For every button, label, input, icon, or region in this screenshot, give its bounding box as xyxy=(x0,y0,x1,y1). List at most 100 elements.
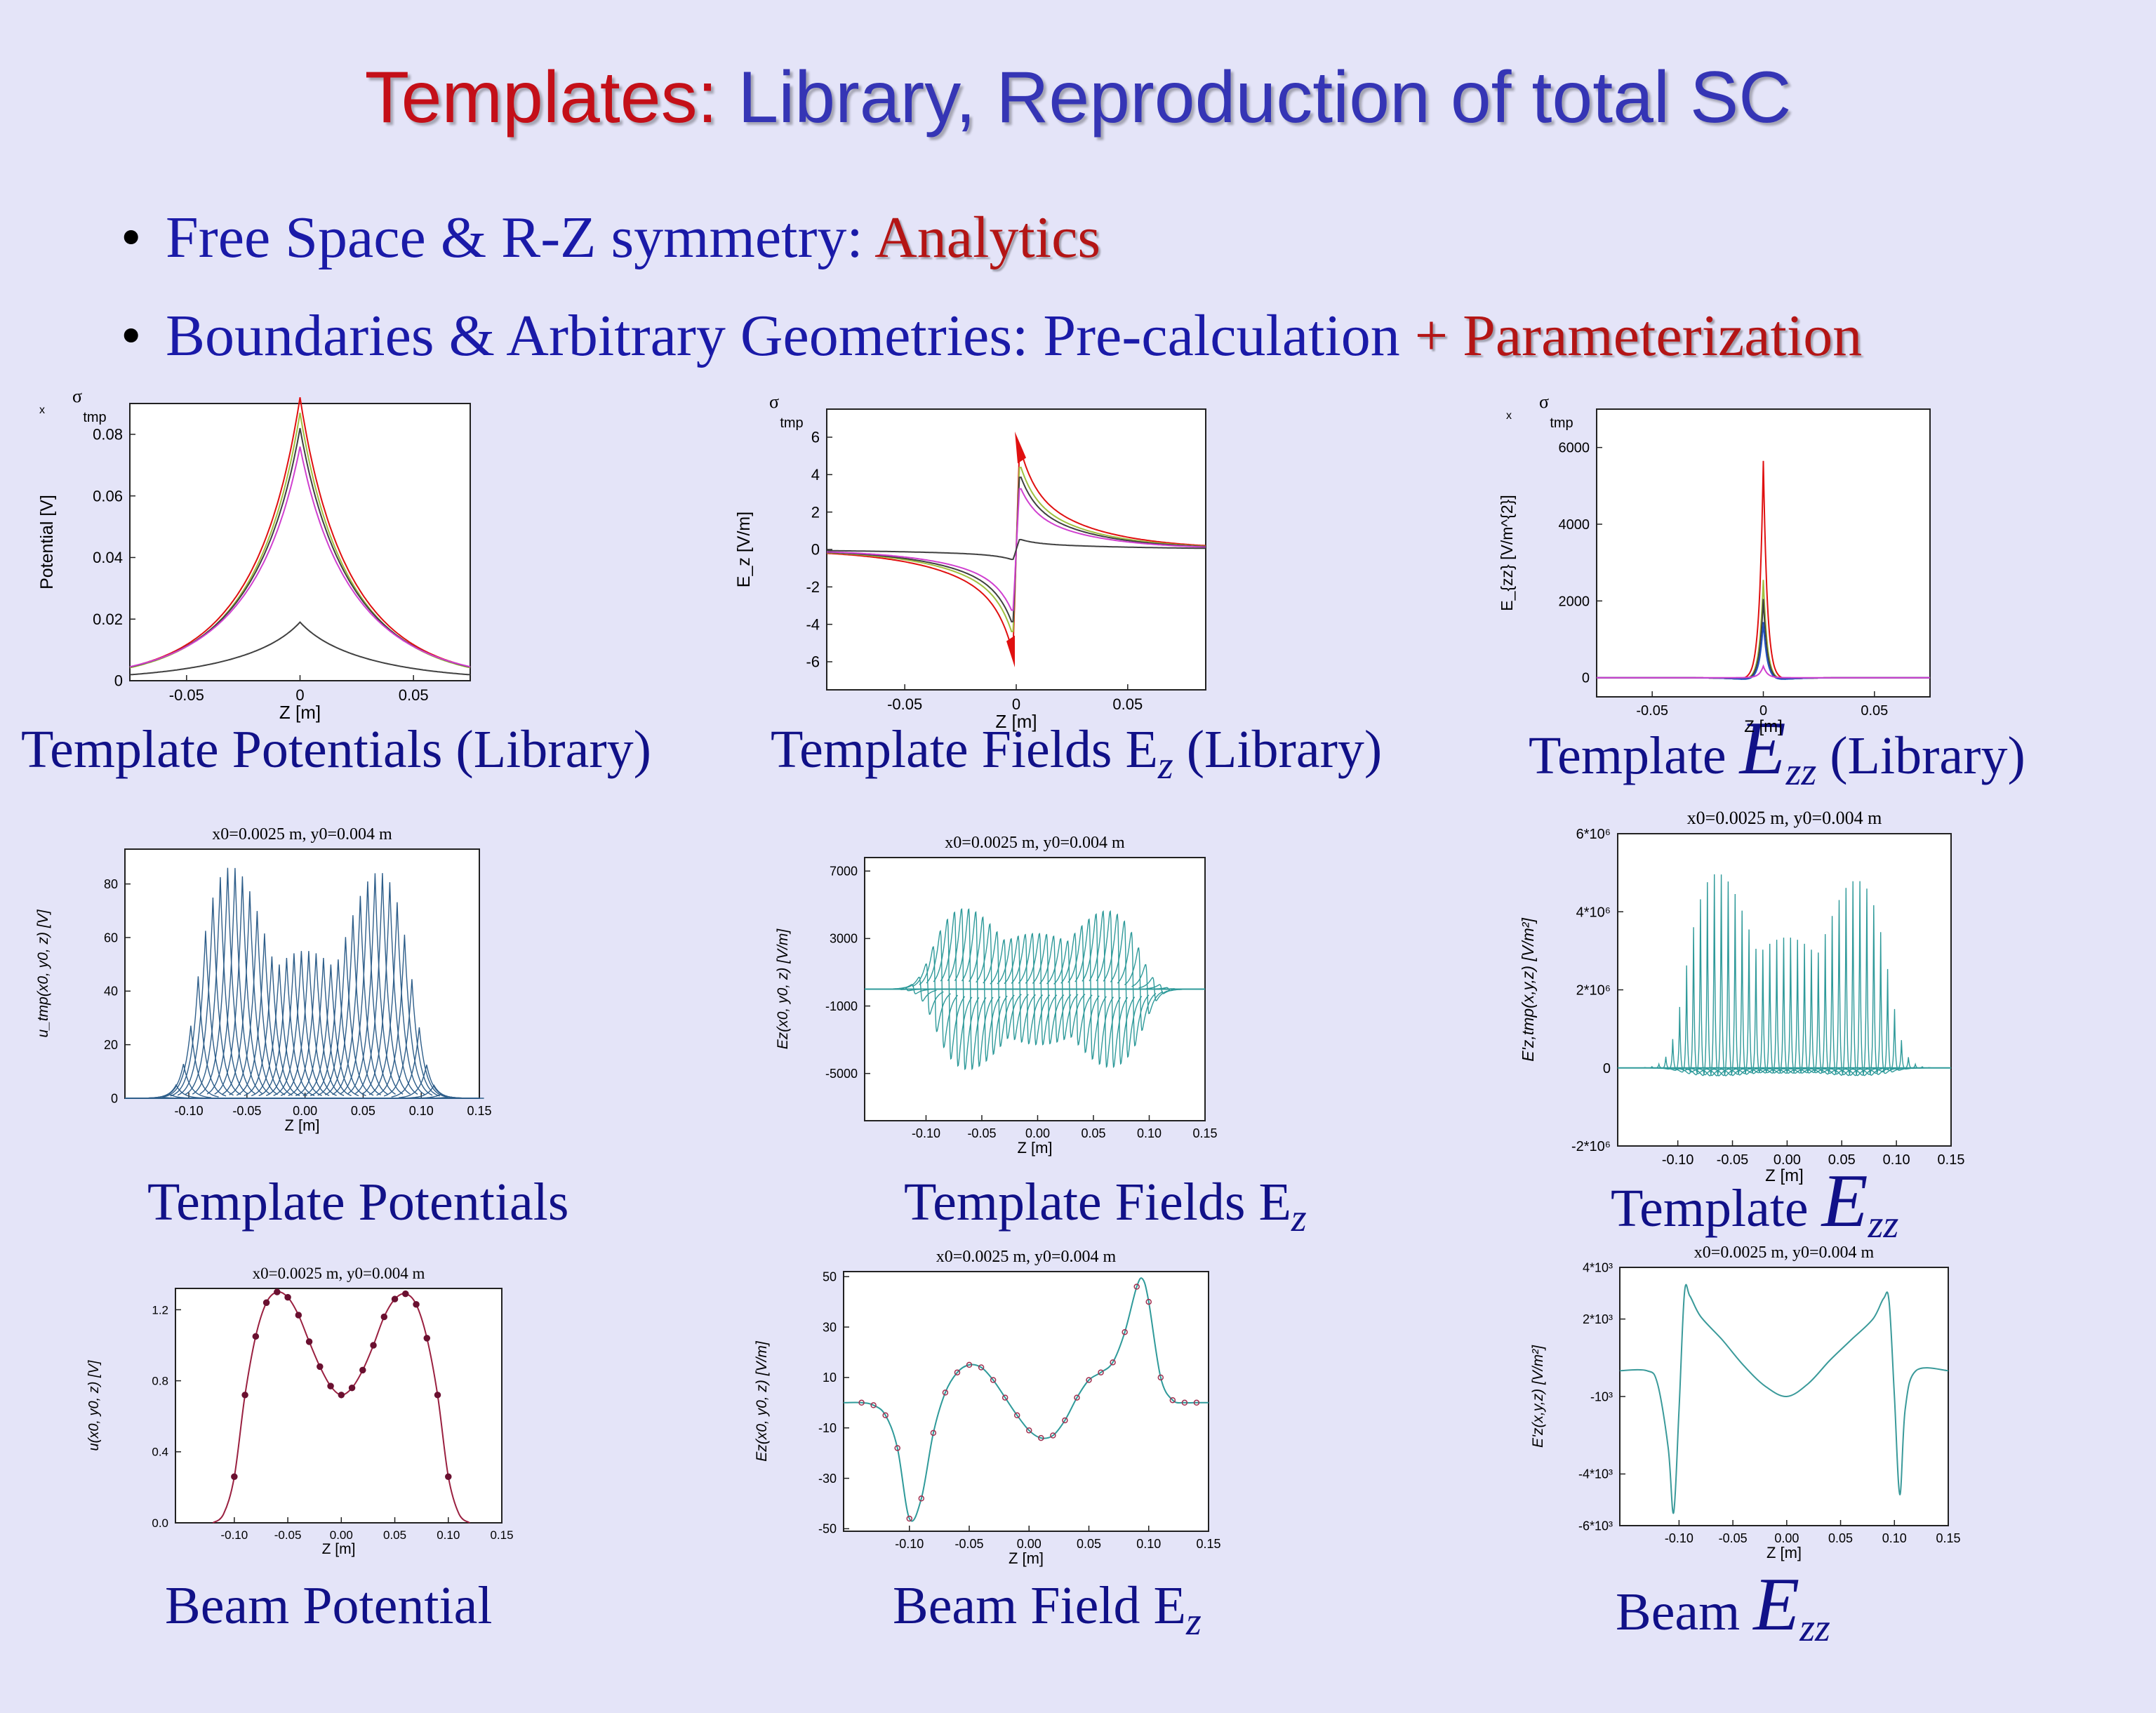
y-tick-label: 6 xyxy=(811,429,820,446)
template-curve xyxy=(163,1025,219,1098)
y-tick-label: 4000 xyxy=(1559,517,1590,533)
data-point xyxy=(1086,1377,1092,1383)
bullet-2-highlight: + Parameterization xyxy=(1414,303,1863,368)
x-tick-label: 0.10 xyxy=(437,1528,460,1542)
template-curve xyxy=(170,976,227,1097)
x-tick-label: 0.05 xyxy=(383,1528,406,1542)
x-tick-label: 0.15 xyxy=(467,1104,491,1118)
y-tick-label: -2 xyxy=(806,578,820,596)
caption-text: Beam xyxy=(1616,1582,1754,1641)
sigma-subscript: tmp xyxy=(1550,415,1573,431)
caption-r2c3: Template Ezz xyxy=(1611,1158,1898,1246)
y-tick-label: 4*10⁶ xyxy=(1576,905,1611,920)
x-tick-label: 0.05 xyxy=(1081,1126,1105,1140)
y-tick-label: -5000 xyxy=(825,1067,858,1081)
y-tick-label: 40 xyxy=(104,985,118,999)
y-tick-label: 0.8 xyxy=(152,1375,168,1388)
template-curve xyxy=(347,873,404,1095)
y-tick-label: 30 xyxy=(823,1320,837,1334)
data-point xyxy=(445,1473,452,1480)
bullet-dot: • xyxy=(121,205,142,270)
template-curve xyxy=(302,964,359,1097)
plot-title: x0=0.0025 m, y0=0.004 m xyxy=(936,1248,1117,1266)
y-axis-label: E_{zz} [V/m^{2}] xyxy=(1498,495,1516,611)
data-point xyxy=(1145,1298,1152,1305)
chart-p6: -0.10 -0.05 0.00 0.05 0.10 0.15 -2*10⁶ 0 2*10⁶ 4*… xyxy=(1519,808,1964,1185)
plot-title: x0=0.0025 m, y0=0.004 m xyxy=(212,825,392,844)
caption-subscript: zz xyxy=(1785,750,1817,794)
data-point xyxy=(327,1382,334,1389)
y-tick-label: 7000 xyxy=(830,865,858,879)
x-tick-label: 0.05 xyxy=(1861,703,1888,719)
bullet-dot: • xyxy=(121,303,142,368)
bullet-1-highlight: Analytics xyxy=(874,205,1101,270)
template-curve xyxy=(339,881,396,1095)
data-point xyxy=(380,1313,388,1321)
x-tick-label: -0.05 xyxy=(1717,1152,1749,1168)
template-curve xyxy=(310,959,366,1097)
caption-text: Template Fields E xyxy=(904,1173,1291,1232)
x-tick-label: 0.15 xyxy=(1192,1126,1217,1140)
template-curve xyxy=(295,957,352,1096)
y-axis-label: u_tmp(x0, y0, z) [V] xyxy=(35,909,51,1037)
data-point xyxy=(274,1288,281,1295)
x-tick-label: 0.15 xyxy=(1196,1537,1220,1551)
bullet-2-text: Boundaries & Arbitrary Geometries: Pre-c… xyxy=(166,303,1415,368)
x-axis-label: Z [m] xyxy=(1765,1166,1804,1185)
x-label-small: x xyxy=(1506,410,1512,422)
y-tick-label: 0 xyxy=(1582,671,1590,686)
y-tick-label: 1.2 xyxy=(152,1303,168,1317)
y-tick-label: 0.02 xyxy=(93,611,123,628)
x-axis-label: Z [m] xyxy=(1017,1139,1052,1157)
y-axis-label: E_z [V/m] xyxy=(734,512,754,587)
data-point xyxy=(402,1290,409,1298)
caption-r3c3: Beam Ezz xyxy=(1616,1561,1830,1650)
plot-title: x0=0.0025 m, y0=0.004 m xyxy=(253,1265,425,1282)
data-point xyxy=(348,1384,356,1392)
plot-frame xyxy=(129,403,471,681)
data-point xyxy=(1157,1374,1164,1381)
data-point xyxy=(252,1333,260,1340)
x-tick-label: 0.10 xyxy=(1137,1126,1162,1140)
x-axis-label: Z [m] xyxy=(1744,717,1783,736)
caption-r1c1: Template Potentials (Library) xyxy=(21,720,651,779)
chart-p4: -0.10 -0.05 0.00 0.05 0.10 0.15 0 20 40 60 80 Z [m]… xyxy=(35,825,492,1134)
y-axis-label: u(x0, y0, z) [V] xyxy=(86,1360,102,1451)
y-tick-label: 10 xyxy=(823,1371,837,1385)
data-point xyxy=(894,1445,900,1451)
data-point xyxy=(1026,1427,1032,1434)
caption-subscript: z xyxy=(1291,1197,1307,1240)
data-point xyxy=(359,1366,366,1374)
caption-r1c3: Template Ezz (Library) xyxy=(1529,705,2025,794)
series-line xyxy=(129,446,471,668)
y-tick-label: 60 xyxy=(104,931,118,945)
x-tick-label: 0.00 xyxy=(293,1104,317,1118)
data-point xyxy=(1062,1417,1068,1424)
x-axis-label: Z [m] xyxy=(995,711,1037,732)
x-tick-label: 0.15 xyxy=(1938,1152,1965,1168)
plot-title: x0=0.0025 m, y0=0.004 m xyxy=(945,834,1125,852)
x-tick-label: -0.10 xyxy=(912,1126,940,1140)
data-point xyxy=(978,1364,985,1371)
x-tick-label: 0.05 xyxy=(351,1104,375,1118)
y-tick-label: -4*10³ xyxy=(1578,1467,1613,1481)
data-point xyxy=(930,1429,937,1437)
y-tick-label: 50 xyxy=(823,1269,837,1284)
y-tick-label: 0 xyxy=(114,672,123,690)
caption-symbol: E xyxy=(1739,707,1786,790)
caption-r3c2: Beam Field Ez xyxy=(893,1575,1202,1644)
template-curve xyxy=(251,964,307,1097)
template-curve xyxy=(288,953,345,1096)
chart-p1: -0.05 0 0.05 0 0.02 0.04 0.06 0.08 Z [m] Potentia… xyxy=(37,386,471,723)
y-tick-label: 2*10³ xyxy=(1583,1312,1613,1326)
y-axis-label: E'z(x,y,z) [V/m²] xyxy=(1530,1345,1546,1448)
plot-title: x0=0.0025 m, y0=0.004 m xyxy=(1694,1244,1875,1262)
data-point xyxy=(1181,1399,1188,1406)
y-tick-label: 6*10⁶ xyxy=(1576,827,1611,842)
template-curve xyxy=(354,873,411,1095)
y-tick-label: -6 xyxy=(806,653,820,671)
x-axis-label: Z [m] xyxy=(1766,1544,1802,1561)
data-point xyxy=(295,1312,302,1319)
plot-frame xyxy=(843,1271,1209,1532)
